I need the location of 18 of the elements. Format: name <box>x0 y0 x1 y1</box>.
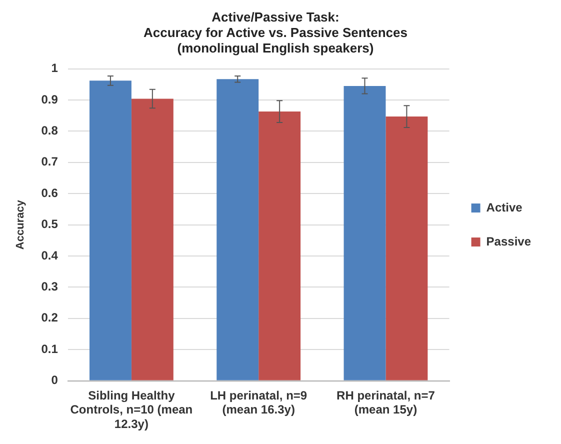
y-tick-label: 0 <box>51 373 58 388</box>
x-tick-label: Sibling Healthy Controls, n=10 (mean 12.3y) <box>70 388 193 432</box>
y-tick-label: 0.9 <box>41 92 58 106</box>
y-tick-label: 0.3 <box>41 280 58 294</box>
legend-label: Active <box>486 200 523 214</box>
y-tick-label: 0.4 <box>41 248 58 262</box>
y-tick-label: 0.7 <box>41 154 58 169</box>
y-tick-label: 0.5 <box>41 217 58 232</box>
y-tick-label: 0.6 <box>41 186 58 200</box>
x-tick-label: LH perinatal, n=9 (mean 16.3y) <box>210 388 308 417</box>
x-tick-label: RH perinatal, n=7 (mean 15y) <box>336 388 436 417</box>
y-tick-label: 1 <box>51 61 58 76</box>
y-tick-label: 0.8 <box>41 124 58 138</box>
y-tick-label: 0.1 <box>41 342 58 356</box>
y-tick-label: 0.2 <box>41 310 58 325</box>
y-axis-title: Accuracy <box>14 199 27 250</box>
chart-title: Active/Passive Task: Accuracy for Active vs. Passive Sentences (monolingual English speakers) <box>144 9 408 56</box>
legend-label: Passive <box>486 234 532 248</box>
